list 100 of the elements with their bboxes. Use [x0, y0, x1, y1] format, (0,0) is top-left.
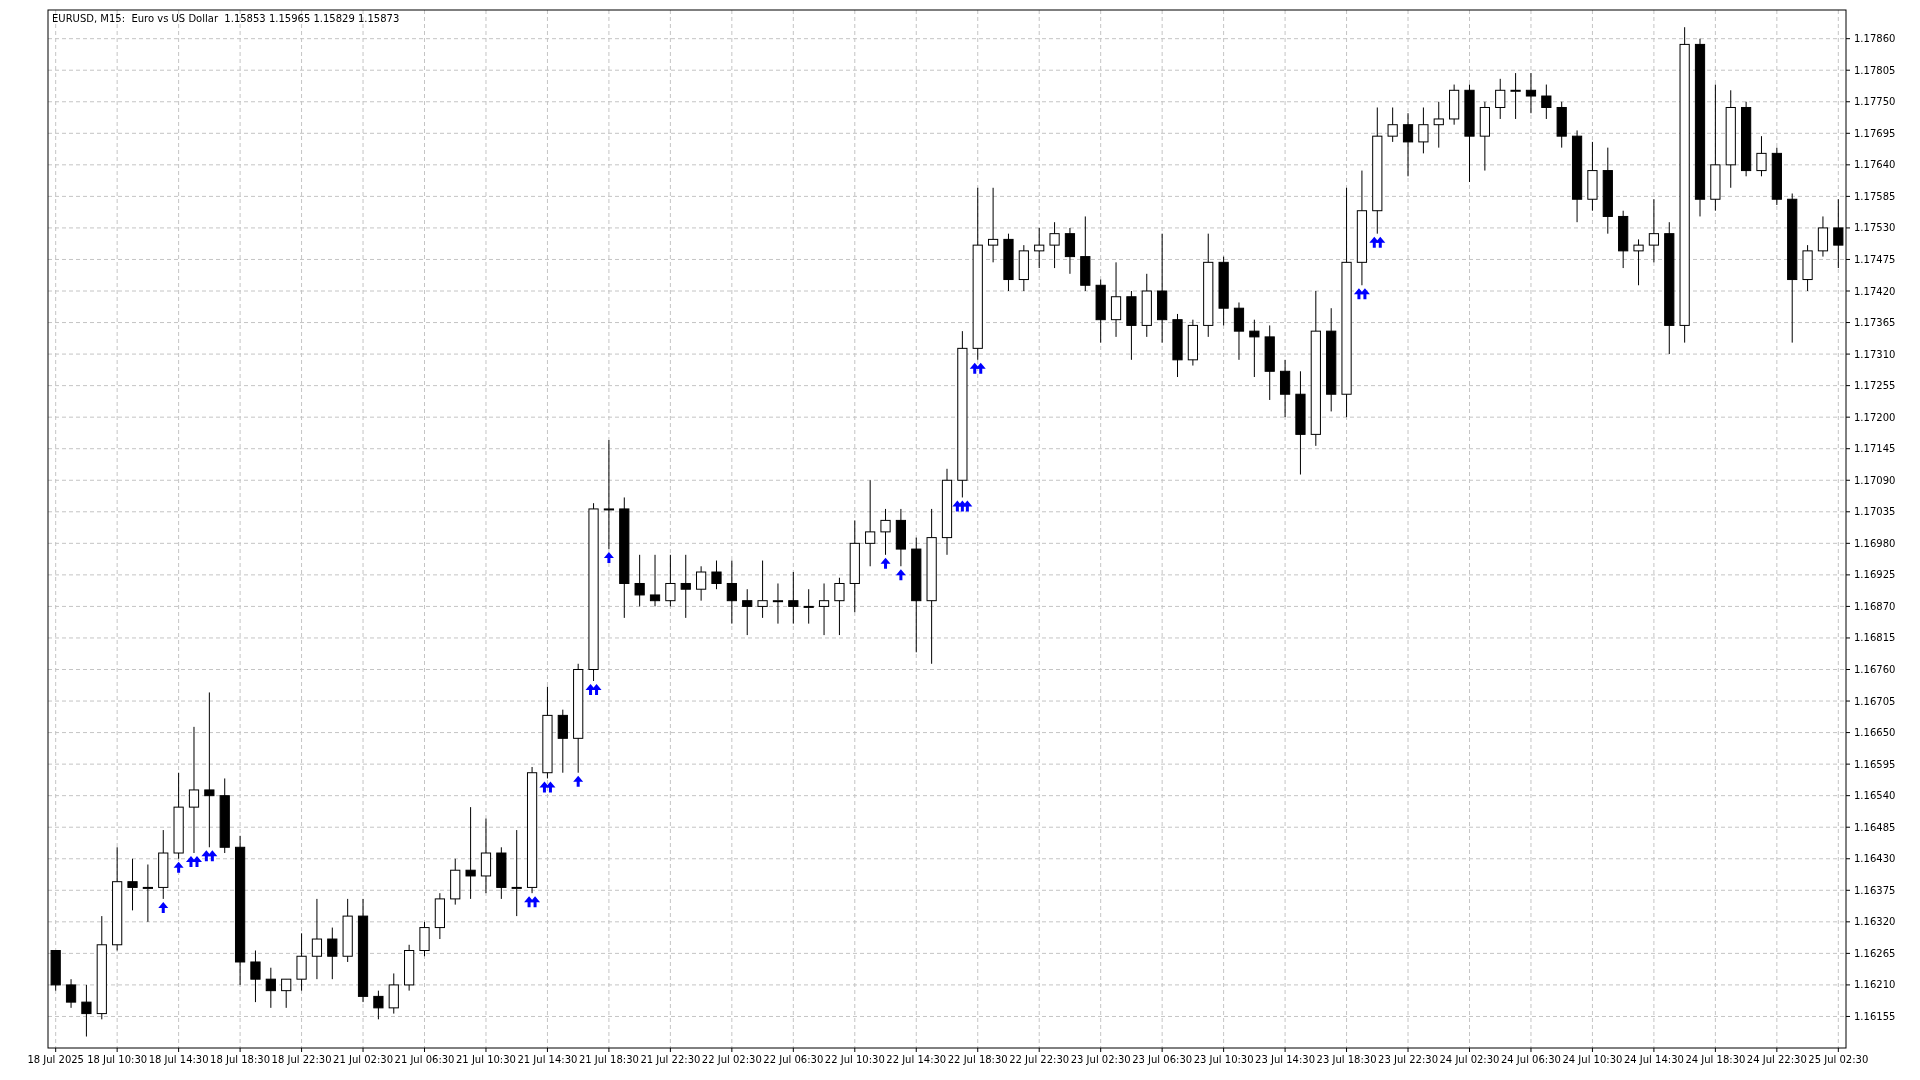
- candlestick: [1633, 238, 1644, 286]
- candlestick: [557, 709, 568, 774]
- candlestick: [388, 972, 399, 1015]
- candlestick: [1510, 72, 1521, 120]
- candlestick: [188, 726, 200, 854]
- candlestick: [1034, 227, 1045, 269]
- x-tick-label: 21 Jul 14:30: [517, 1054, 578, 1065]
- x-tick-label: 24 Jul 06:30: [1500, 1054, 1561, 1065]
- candlestick: [480, 818, 492, 894]
- y-tick-label: 1.17200: [1854, 411, 1896, 423]
- x-tick-label: 21 Jul 22:30: [640, 1054, 701, 1065]
- x-tick-label: 21 Jul 10:30: [455, 1054, 516, 1065]
- candlestick: [1525, 72, 1537, 114]
- candlestick: [1064, 227, 1076, 275]
- y-tick-label: 1.16650: [1854, 727, 1896, 739]
- candlestick: [696, 565, 707, 602]
- y-tick-label: 1.17090: [1854, 474, 1896, 486]
- x-tick-label: 18 Jul 22:30: [271, 1054, 332, 1065]
- y-tick-label: 1.17860: [1854, 33, 1896, 45]
- y-tick-label: 1.17640: [1854, 159, 1896, 171]
- x-tick-label: 21 Jul 06:30: [394, 1054, 455, 1065]
- candlestick: [1249, 319, 1260, 378]
- candlestick: [81, 984, 92, 1038]
- x-tick-label: 21 Jul 02:30: [333, 1054, 394, 1065]
- candlestick: [265, 967, 276, 1009]
- candlestick: [865, 479, 876, 567]
- y-tick-label: 1.16155: [1854, 1010, 1896, 1022]
- x-tick-label: 18 Jul 10:30: [87, 1054, 148, 1065]
- y-tick-label: 1.16705: [1854, 695, 1896, 707]
- candlestick: [603, 439, 615, 550]
- y-tick-label: 1.17805: [1854, 64, 1896, 76]
- y-tick-label: 1.16595: [1854, 758, 1896, 770]
- y-tick-label: 1.17420: [1854, 285, 1896, 297]
- x-tick-label: 24 Jul 18:30: [1685, 1054, 1746, 1065]
- candlestick: [726, 560, 737, 625]
- x-tick-label: 21 Jul 18:30: [578, 1054, 639, 1065]
- candlestick: [1495, 78, 1506, 120]
- y-tick-label: 1.16925: [1854, 569, 1896, 581]
- candlestick: [311, 898, 323, 980]
- candlestick: [987, 187, 999, 263]
- x-tick-label: 23 Jul 10:30: [1193, 1054, 1254, 1065]
- candlestick: [742, 588, 753, 636]
- candlestick: [1541, 84, 1552, 120]
- candlestick: [1756, 135, 1767, 177]
- x-tick-label: 22 Jul 10:30: [824, 1054, 885, 1065]
- x-tick-label: 18 Jul 18:30: [210, 1054, 271, 1065]
- candlestick: [834, 577, 845, 636]
- candlestick: [1433, 101, 1444, 149]
- x-tick-label: 25 Jul 02:30: [1808, 1054, 1869, 1065]
- x-tick-label: 23 Jul 06:30: [1132, 1054, 1193, 1065]
- x-tick-label: 24 Jul 10:30: [1562, 1054, 1623, 1065]
- x-tick-label: 23 Jul 22:30: [1378, 1054, 1439, 1065]
- candlestick: [680, 554, 691, 619]
- x-tick-label: 23 Jul 14:30: [1255, 1054, 1316, 1065]
- candlestick: [127, 858, 138, 911]
- candlestick: [665, 554, 676, 607]
- candlestick: [634, 554, 645, 607]
- candlestick: [1049, 221, 1060, 269]
- candlestick: [511, 829, 522, 917]
- candlestick: [1817, 215, 1829, 258]
- candlestick: [788, 571, 799, 625]
- candlestick: [880, 508, 891, 556]
- x-tick-label: 18 Jul 2025: [27, 1054, 84, 1065]
- x-tick-label: 22 Jul 22:30: [1009, 1054, 1070, 1065]
- y-tick-label: 1.17475: [1854, 253, 1896, 265]
- candlestick: [1110, 261, 1122, 338]
- candlestick: [1648, 198, 1660, 263]
- x-tick-label: 18 Jul 14:30: [148, 1054, 209, 1065]
- y-tick-label: 1.17585: [1854, 190, 1896, 202]
- x-tick-label: 23 Jul 02:30: [1070, 1054, 1131, 1065]
- x-tick-label: 22 Jul 02:30: [701, 1054, 762, 1065]
- candlestick: [803, 588, 814, 625]
- y-tick-label: 1.16815: [1854, 632, 1896, 644]
- candlestick: [1418, 106, 1429, 154]
- y-tick-label: 1.16430: [1854, 853, 1896, 865]
- candlestick: [204, 691, 215, 848]
- y-tick-label: 1.17530: [1854, 222, 1896, 234]
- y-tick-label: 1.16485: [1854, 821, 1896, 833]
- y-tick-label: 1.16540: [1854, 790, 1896, 802]
- y-tick-label: 1.16870: [1854, 600, 1896, 612]
- y-tick-label: 1.17035: [1854, 506, 1896, 518]
- candlestick: [1402, 112, 1414, 177]
- candlestick: [327, 927, 338, 980]
- y-tick-label: 1.17255: [1854, 380, 1896, 392]
- candlestick: [142, 863, 153, 923]
- y-tick-label: 1.16320: [1854, 916, 1896, 928]
- candlestick: [1387, 106, 1398, 143]
- candlestick: [649, 554, 661, 607]
- y-tick-label: 1.17145: [1854, 443, 1896, 455]
- candlestick: [281, 978, 292, 1009]
- candlestick: [65, 978, 77, 1009]
- candlestick: [757, 560, 768, 619]
- candlestick: [772, 582, 784, 625]
- y-tick-label: 1.16980: [1854, 537, 1896, 549]
- candlestick: [250, 950, 261, 1003]
- y-tick-label: 1.17365: [1854, 317, 1896, 329]
- candlestick: [711, 560, 722, 590]
- candlestick: [419, 921, 430, 957]
- x-tick-label: 24 Jul 22:30: [1746, 1054, 1807, 1065]
- y-tick-label: 1.17310: [1854, 348, 1896, 360]
